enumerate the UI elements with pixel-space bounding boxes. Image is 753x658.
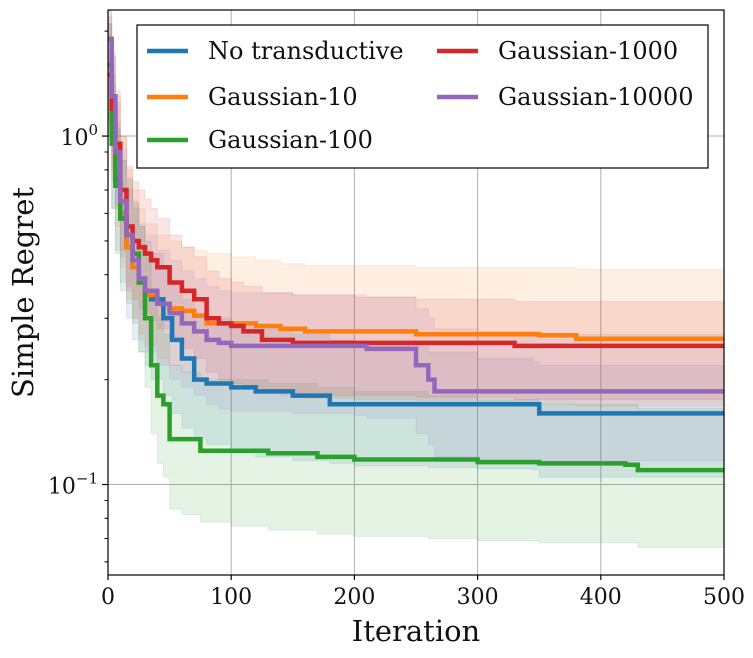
plot-frame — [107, 9, 725, 576]
y-axis-label: Simple Regret — [6, 187, 40, 398]
x-axis-label: Iteration — [352, 614, 481, 648]
series-line — [108, 72, 724, 349]
legend-label: No transductive — [208, 37, 404, 65]
y-tick-label: 10−1 — [48, 470, 98, 500]
x-tick-label: 0 — [101, 585, 115, 610]
legend: No transductive Gaussian-10 Gaussian-100 Ga… — [136, 24, 709, 169]
legend-entry: Gaussian-1000 — [437, 37, 678, 65]
legend-label: Gaussian-10 — [208, 83, 358, 111]
legend-label: Gaussian-100 — [208, 126, 373, 154]
legend-label: Gaussian-10000 — [498, 83, 693, 111]
legend-entry: Gaussian-100 — [147, 126, 373, 154]
x-tick-label: 400 — [580, 585, 622, 610]
x-tick-label: 500 — [703, 585, 745, 610]
legend-entry: Gaussian-10 — [147, 83, 358, 111]
legend-label: Gaussian-1000 — [498, 37, 678, 65]
series-lines — [108, 36, 724, 473]
x-tick-label: 100 — [210, 585, 252, 610]
legend-box — [136, 24, 709, 169]
x-tick-label: 300 — [457, 585, 499, 610]
legend-entry: Gaussian-10000 — [437, 83, 693, 111]
y-tick-label: 100 — [60, 121, 98, 151]
series-line — [108, 36, 724, 394]
legend-entry: No transductive — [147, 37, 404, 65]
x-tick-label: 200 — [333, 585, 375, 610]
confidence-band — [107, 9, 725, 407]
axis-ticks: 0 100 200 300 400 500 100 10−1 — [48, 30, 745, 610]
